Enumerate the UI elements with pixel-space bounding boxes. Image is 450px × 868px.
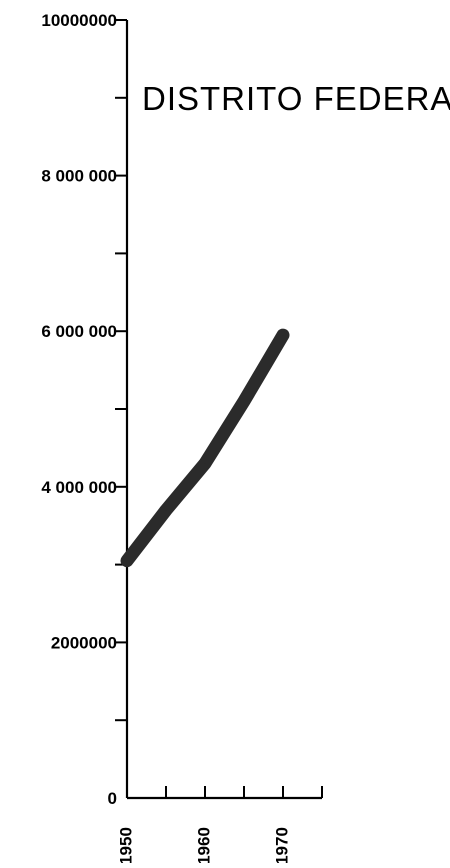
y-tick-label: 2000000 [51,633,117,652]
data-point [126,560,128,562]
y-tick-label: 4 000 000 [41,478,117,497]
x-tick-label: 1970 [272,827,291,863]
data-point [165,509,167,511]
chart-title: DISTRITO FEDERAL [142,80,450,117]
tick-marks [115,19,323,798]
x-tick-label: 1950 [116,827,135,863]
y-tick-label: 0 [108,789,117,808]
y-tick-label: 10000000 [41,11,117,30]
tick-labels: 0 2000000 4 000 000 6 000 000 8 000 000 10000… [41,11,291,865]
data-point [204,462,206,464]
y-tick-label: 6 000 000 [41,322,117,341]
series-layer [120,328,290,568]
y-tick-label: 8 000 000 [41,167,117,186]
axes [125,20,322,800]
series-line [120,328,290,568]
data-point [282,334,284,336]
data-point [243,400,245,402]
x-tick-label: 1960 [194,827,213,863]
